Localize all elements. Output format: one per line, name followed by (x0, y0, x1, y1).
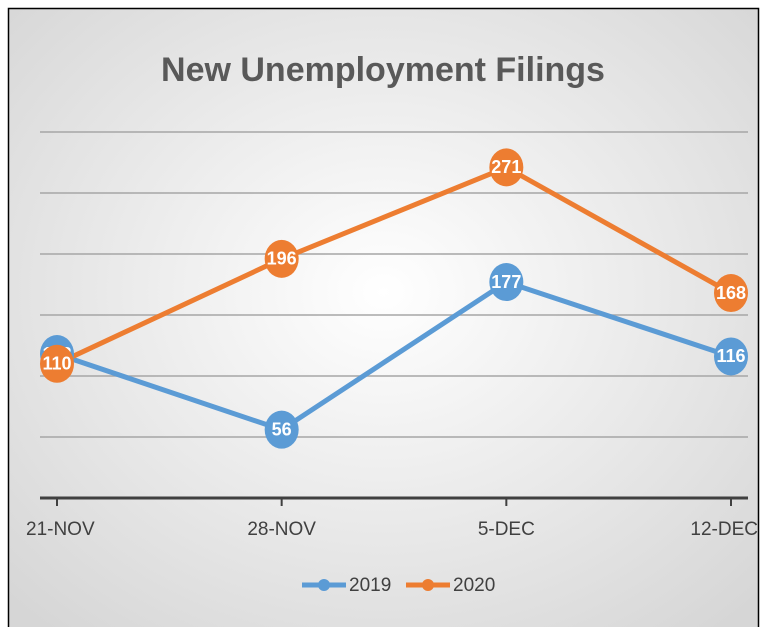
legend-marker (422, 579, 434, 591)
data-label: 116 (716, 346, 745, 366)
x-tick-label: 21-NOV (26, 519, 95, 540)
data-label: 177 (491, 272, 521, 292)
data-point (714, 274, 748, 313)
data-label: 271 (491, 157, 521, 177)
data-point (264, 410, 299, 449)
legend-marker (318, 579, 330, 591)
x-tick-label: 5-DEC (478, 519, 535, 540)
legend-label: 2020 (453, 575, 495, 596)
series-line (55, 164, 733, 367)
series-line (56, 279, 732, 433)
data-label: 56 (272, 419, 292, 439)
x-tick-label: 28-NOV (247, 519, 316, 540)
x-tick-label: 12-DEC (690, 519, 758, 540)
data-label: 168 (716, 283, 746, 303)
chart-background (7, 7, 760, 627)
data-point (714, 337, 748, 376)
legend-label: 2019 (349, 575, 391, 596)
data-point (489, 263, 524, 302)
data-point (489, 148, 524, 187)
data-label: 110 (42, 354, 71, 374)
data-point (264, 239, 299, 278)
data-point (40, 344, 74, 383)
chart-title: New Unemployment Filings (161, 51, 605, 89)
legend: 2019 2020 (302, 575, 495, 596)
data-label: 196 (267, 249, 297, 269)
